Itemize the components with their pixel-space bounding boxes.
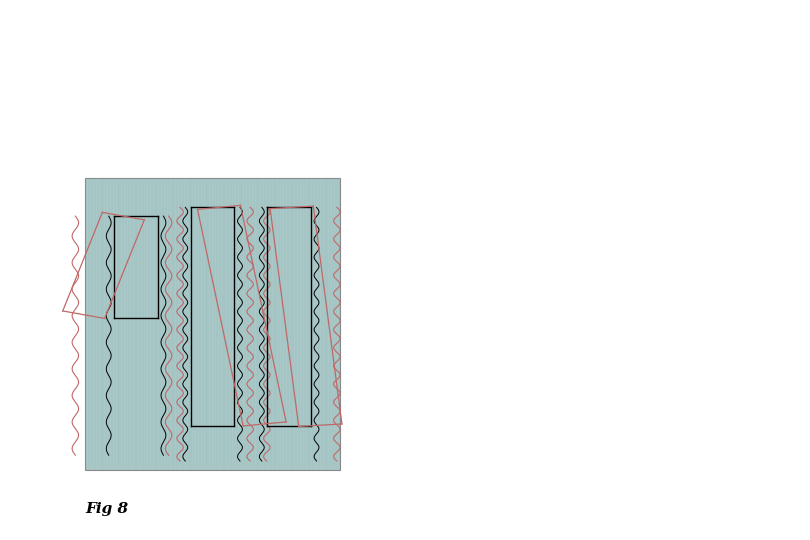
Text: Fig 8: Fig 8 [85,502,128,516]
Bar [85,178,340,470]
